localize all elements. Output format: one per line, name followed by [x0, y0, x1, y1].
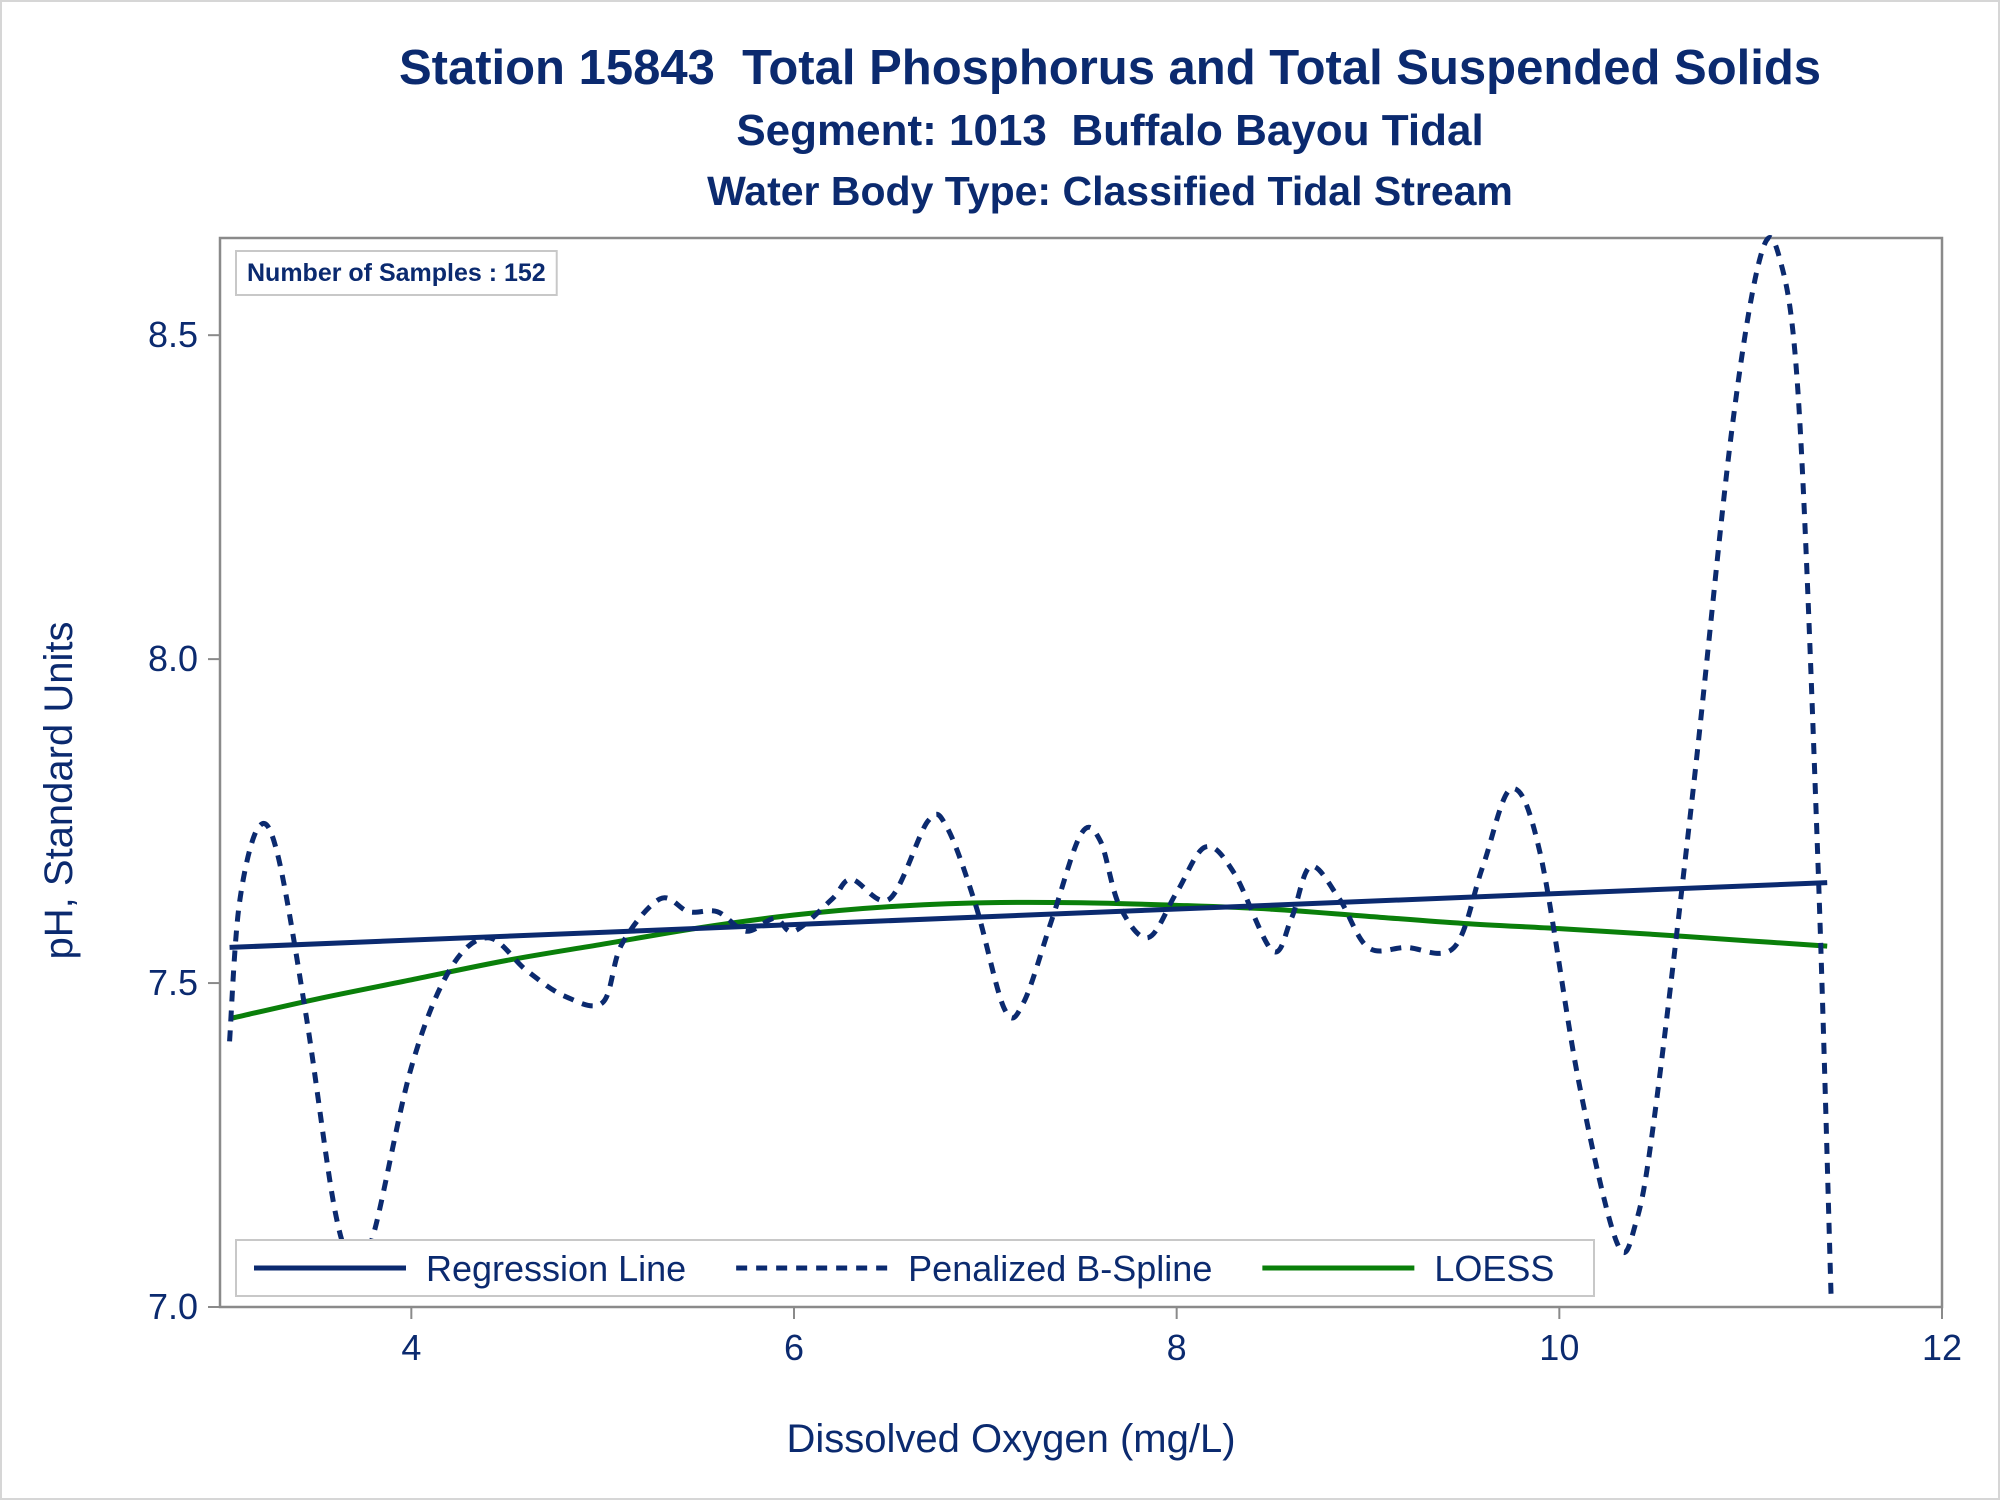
sample-count-box [235, 250, 558, 296]
chart-subtitle-segment: Segment: 1013 Buffalo Bayou Tidal [736, 106, 1484, 155]
series-line-loess [229, 899, 1828, 1022]
legend-label-regression-line: Regression Line [426, 1248, 686, 1289]
y-tick-label: 8.0 [148, 638, 198, 679]
series-line-regression-line [229, 880, 1828, 950]
x-tick-label: 12 [1922, 1327, 1962, 1368]
y-tick-label: 7.0 [148, 1286, 198, 1327]
chart-subtitle-waterbody: Water Body Type: Classified Tidal Stream [707, 168, 1513, 214]
x-tick-label: 8 [1167, 1327, 1187, 1368]
x-tick-label: 4 [401, 1327, 421, 1368]
y-tick-label: 7.5 [148, 962, 198, 1003]
y-tick-label: 8.5 [148, 314, 198, 355]
legend-label-loess: LOESS [1434, 1248, 1554, 1289]
x-tick-label: 10 [1539, 1327, 1579, 1368]
sample-count-label: Number of Samples : 152 [247, 259, 546, 287]
x-tick-label: 6 [784, 1327, 804, 1368]
legend-label-penalized-b-spline: Penalized B-Spline [908, 1248, 1212, 1289]
series-line-penalized-b-spline [227, 235, 1834, 1295]
plot-area [218, 236, 1944, 1309]
x-axis-label: Dissolved Oxygen (mg/L) [786, 1417, 1235, 1461]
y-axis-label: pH, Standard Units [37, 622, 81, 960]
chart-title: Station 15843 Total Phosphorus and Total… [398, 41, 1822, 95]
